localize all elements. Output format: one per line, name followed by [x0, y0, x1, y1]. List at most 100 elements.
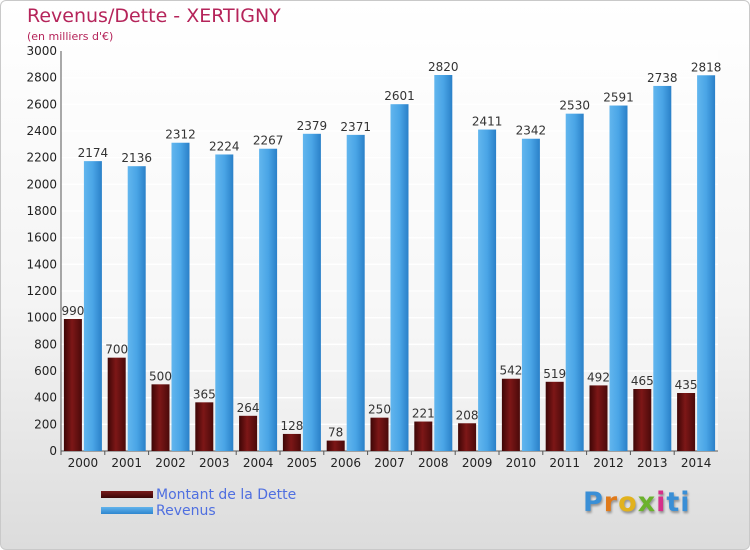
bar-dette	[195, 402, 214, 451]
y-tick-label: 2800	[26, 71, 57, 85]
legend-swatch-revenus	[101, 507, 153, 514]
data-label-dette: 250	[368, 403, 391, 417]
bar-dette	[501, 378, 520, 451]
x-tick-label: 2004	[243, 456, 274, 470]
data-label-revenus: 2371	[340, 120, 371, 134]
y-tick-label: 2400	[26, 124, 57, 138]
data-label-revenus: 2820	[428, 60, 459, 74]
data-label-revenus: 2224	[209, 139, 240, 153]
x-tick-label: 2007	[374, 456, 405, 470]
y-tick-label: 400	[34, 391, 57, 405]
data-label-dette: 365	[193, 387, 216, 401]
x-tick-label: 2014	[681, 456, 712, 470]
data-label-revenus: 2379	[297, 119, 328, 133]
bar-revenus	[697, 75, 716, 452]
x-tick-label: 2013	[637, 456, 668, 470]
bar-dette	[414, 421, 433, 451]
data-label-dette: 500	[149, 369, 172, 383]
data-label-dette: 221	[412, 407, 435, 421]
data-label-revenus: 2530	[559, 99, 590, 113]
y-tick-label: 3000	[26, 44, 57, 58]
data-label-dette: 264	[237, 401, 260, 415]
y-tick-label: 200	[34, 417, 57, 431]
x-tick-label: 2008	[418, 456, 449, 470]
bar-dette	[458, 423, 477, 451]
y-tick-label: 1600	[26, 231, 57, 245]
bar-revenus	[171, 142, 190, 451]
bar-dette	[677, 393, 696, 451]
bar-dette	[633, 389, 652, 451]
data-label-revenus: 2818	[691, 60, 722, 74]
x-tick-label: 2011	[549, 456, 580, 470]
data-label-revenus: 2738	[647, 71, 678, 85]
y-tick-label: 2200	[26, 151, 57, 165]
y-tick-label: 2600	[26, 97, 57, 111]
y-tick-label: 2000	[26, 177, 57, 191]
bar-revenus	[478, 129, 497, 452]
data-label-dette: 519	[543, 367, 566, 381]
data-label-revenus: 2601	[384, 89, 415, 103]
x-tick-label: 2003	[199, 456, 230, 470]
data-label-dette: 700	[105, 343, 128, 357]
chart-subtitle: (en milliers d'€)	[27, 30, 114, 43]
data-label-dette: 78	[328, 426, 343, 440]
plot-area	[61, 51, 718, 451]
data-label-revenus: 2411	[472, 115, 503, 129]
bar-dette	[589, 385, 608, 451]
y-tick-label: 1000	[26, 311, 57, 325]
bar-revenus	[127, 166, 146, 451]
data-label-revenus: 2174	[78, 146, 109, 160]
bar-revenus	[609, 105, 628, 452]
data-label-dette: 492	[587, 370, 610, 384]
x-tick-label: 2001	[111, 456, 142, 470]
data-label-dette: 208	[456, 408, 479, 422]
bar-revenus	[346, 134, 365, 451]
data-label-dette: 542	[499, 364, 522, 378]
bar-revenus	[653, 85, 672, 451]
x-tick-label: 2002	[155, 456, 186, 470]
data-label-dette: 128	[280, 419, 303, 433]
bar-revenus	[302, 133, 321, 452]
proxiti-logo: Proxiti	[583, 487, 691, 518]
x-tick-label: 2000	[68, 456, 99, 470]
bar-revenus	[565, 113, 584, 452]
legend-label-dette: Montant de la Dette	[156, 487, 297, 503]
y-tick-label: 1400	[26, 257, 57, 271]
data-label-dette: 465	[631, 374, 654, 388]
data-label-revenus: 2591	[603, 91, 634, 105]
bar-dette	[239, 415, 258, 451]
y-tick-label: 1800	[26, 204, 57, 218]
legend-label-revenus: Revenus	[156, 503, 216, 519]
bar-dette	[545, 381, 564, 451]
bar-revenus	[390, 104, 409, 451]
bar-dette	[107, 357, 126, 451]
y-tick-label: 1200	[26, 284, 57, 298]
data-label-dette: 435	[675, 378, 698, 392]
x-tick-label: 2010	[506, 456, 537, 470]
y-tick-label: 0	[49, 444, 57, 458]
legend-swatch-dette	[101, 491, 153, 498]
data-label-revenus: 2136	[121, 151, 152, 165]
bar-revenus	[434, 75, 453, 451]
bar-revenus	[83, 161, 102, 451]
data-label-revenus: 2267	[253, 134, 284, 148]
data-label-revenus: 2342	[516, 124, 547, 138]
bar-dette	[282, 433, 301, 451]
x-tick-label: 2009	[462, 456, 493, 470]
bar-revenus	[521, 138, 540, 451]
x-tick-label: 2006	[330, 456, 361, 470]
bar-revenus	[215, 154, 234, 451]
bar-dette	[63, 319, 82, 451]
y-tick-label: 800	[34, 337, 57, 351]
bar-dette	[151, 384, 170, 451]
data-label-dette: 990	[61, 304, 84, 318]
x-tick-label: 2005	[287, 456, 318, 470]
bar-revenus	[259, 148, 278, 451]
bar-dette	[326, 440, 345, 451]
x-tick-label: 2012	[593, 456, 624, 470]
data-label-revenus: 2312	[165, 128, 196, 142]
y-tick-label: 600	[34, 364, 57, 378]
bar-dette	[370, 417, 389, 451]
